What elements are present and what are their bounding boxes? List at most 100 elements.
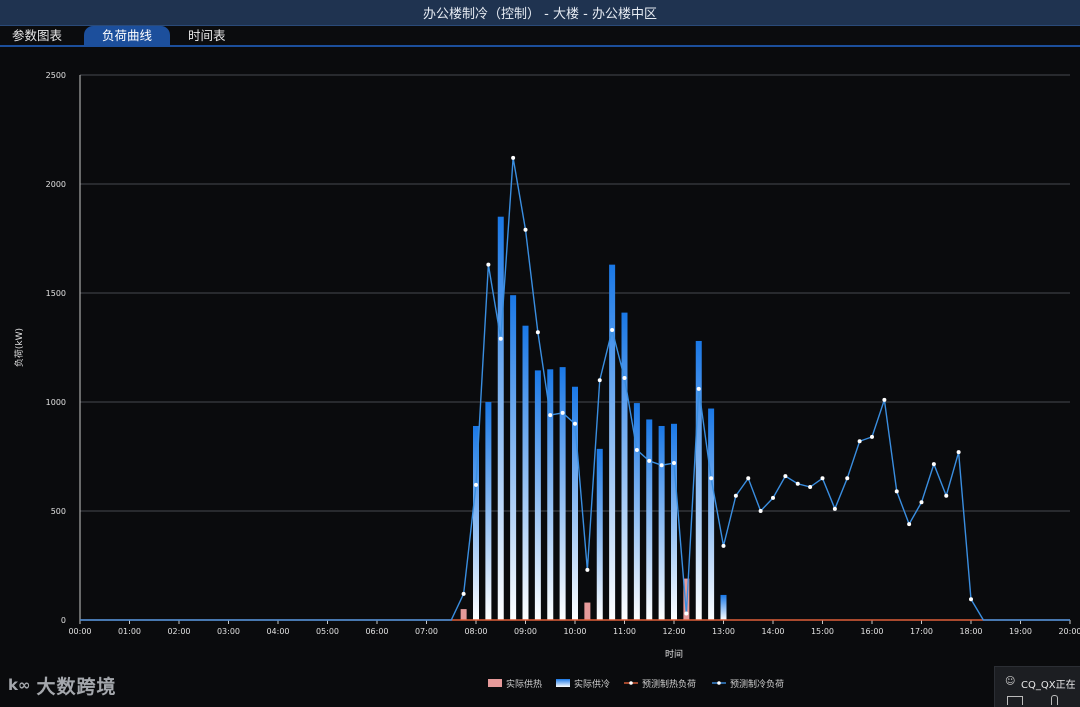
pred-cool-line-point <box>622 376 627 381</box>
y-tick-label: 1500 <box>46 289 66 298</box>
cooling-bar <box>695 340 702 620</box>
legend-label: 实际供冷 <box>574 678 610 690</box>
pred-cool-line-point <box>733 493 738 498</box>
cooling-bar <box>559 367 566 620</box>
y-tick-label: 0 <box>61 616 66 625</box>
microphone-icon[interactable] <box>1051 695 1058 705</box>
pred-cool-line-point <box>585 567 590 572</box>
y-tick-label: 500 <box>51 507 66 516</box>
x-tick-label: 03:00 <box>217 627 240 636</box>
x-tick-label: 05:00 <box>316 627 339 636</box>
legend-label: 预测制冷负荷 <box>730 678 784 690</box>
heating-bar <box>460 609 467 620</box>
pred-cool-line-point <box>956 450 961 455</box>
x-tick-label: 13:00 <box>712 627 735 636</box>
x-tick-label: 06:00 <box>365 627 388 636</box>
pred-cool-line-point <box>907 522 912 527</box>
pred-cool-line-point <box>870 434 874 439</box>
cooling-bar <box>633 403 640 620</box>
pred-cool-line-point <box>535 330 540 335</box>
pred-cool-line-point <box>931 462 936 467</box>
pred-cool-line <box>80 157 1070 621</box>
pred-cool-line-point <box>659 463 664 468</box>
pred-cool-line-point <box>795 481 800 486</box>
y-axis-label: 负荷(kW) <box>13 328 25 367</box>
pred-cool-line-point <box>474 482 478 487</box>
pred-cool-line-point <box>560 410 565 415</box>
cooling-bar <box>534 370 541 620</box>
tab-schedule[interactable]: 时间表 <box>188 28 226 43</box>
legend-label: 实际供热 <box>506 678 542 690</box>
x-tick-label: 17:00 <box>910 627 933 636</box>
tab-bar: 参数图表 负荷曲线 时间表 <box>0 26 1080 47</box>
window-titlebar: 办公楼制冷（控制） - 大楼 - 办公楼中区 <box>0 0 1080 26</box>
x-tick-label: 19:00 <box>1009 627 1032 636</box>
user-status-popup[interactable]: ☺ CQ_QX正在 <box>994 666 1080 707</box>
legend-marker <box>717 681 721 685</box>
x-axis-label: 时间 <box>665 648 683 660</box>
x-tick-label: 00:00 <box>68 627 91 636</box>
heating-bar <box>584 602 591 620</box>
cooling-bar <box>485 402 492 620</box>
user-status-label: CQ_QX正在 <box>1021 680 1076 691</box>
pred-cool-line-point <box>523 227 528 232</box>
pred-cool-line-point <box>672 461 676 466</box>
y-tick-label: 2000 <box>46 180 66 189</box>
pred-cool-line-point <box>820 476 825 481</box>
cooling-bar <box>720 594 727 620</box>
cooling-bar <box>473 425 479 620</box>
cooling-bar <box>522 325 529 620</box>
pred-cool-line-point <box>944 493 949 498</box>
x-tick-label: 16:00 <box>860 627 883 636</box>
y-tick-label: 2500 <box>46 71 66 80</box>
pred-cool-line-point <box>597 378 602 383</box>
legend: 实际供热 实际供冷 预测制热负荷 预测制冷负荷 <box>488 678 784 690</box>
pred-cool-line-point <box>721 543 726 548</box>
pred-cool-line-point <box>709 476 714 481</box>
tab-load-curve[interactable]: 负荷曲线 <box>84 26 170 45</box>
heating-bar <box>683 578 690 620</box>
legend-swatch <box>488 679 502 687</box>
cooling-bar <box>609 264 616 620</box>
pred-cool-line-point <box>746 476 751 481</box>
pred-cool-line-point <box>832 506 837 511</box>
x-tick-label: 02:00 <box>167 627 190 636</box>
pred-cool-line-point <box>969 597 973 602</box>
pred-cool-line-point <box>511 155 516 160</box>
keyboard-icon[interactable] <box>1007 696 1023 705</box>
x-tick-label: 08:00 <box>464 627 487 636</box>
pred-cool-line-point <box>684 611 689 616</box>
cooling-bar <box>621 312 628 620</box>
x-tick-label: 10:00 <box>563 627 586 636</box>
watermark-text: 大数跨境 <box>36 675 117 698</box>
x-tick-label: 18:00 <box>959 627 982 636</box>
legend-marker <box>629 681 633 685</box>
pred-cool-line-point <box>783 474 788 479</box>
cooling-bar <box>671 423 677 620</box>
load-chart: 0 500 1000 1500 2000 2500 00:00 01:00 02:00 03:00… <box>13 71 1080 690</box>
pred-cool-line-point <box>857 439 862 444</box>
pred-cool-line-point <box>758 509 763 513</box>
pred-cool-line-point <box>573 421 577 426</box>
pred-cool-line-point <box>808 485 813 490</box>
pred-cool-line-point <box>771 495 775 500</box>
cooling-bar <box>596 448 603 620</box>
watermark: k∞ 大数跨境 <box>8 670 117 700</box>
x-tick-label: 11:00 <box>613 627 636 636</box>
cooling-bar <box>547 369 554 620</box>
bars <box>460 216 727 620</box>
cooling-bar <box>646 419 653 620</box>
pred-cool-line-point <box>461 591 466 596</box>
pred-cool-line-point <box>498 336 503 341</box>
cooling-bar <box>658 425 665 620</box>
x-tick-label: 04:00 <box>266 627 289 636</box>
pred-cool-line-point <box>647 458 652 463</box>
x-tick-label: 09:00 <box>514 627 537 636</box>
cooling-bar <box>510 295 517 620</box>
pred-cool-line-point <box>634 447 639 452</box>
x-tick-label: 07:00 <box>415 627 438 636</box>
pred-cool-line-point <box>919 500 924 505</box>
tab-param-chart[interactable]: 参数图表 <box>12 28 63 43</box>
pred-cool-line-point <box>845 476 850 481</box>
legend-label: 预测制热负荷 <box>642 678 696 690</box>
